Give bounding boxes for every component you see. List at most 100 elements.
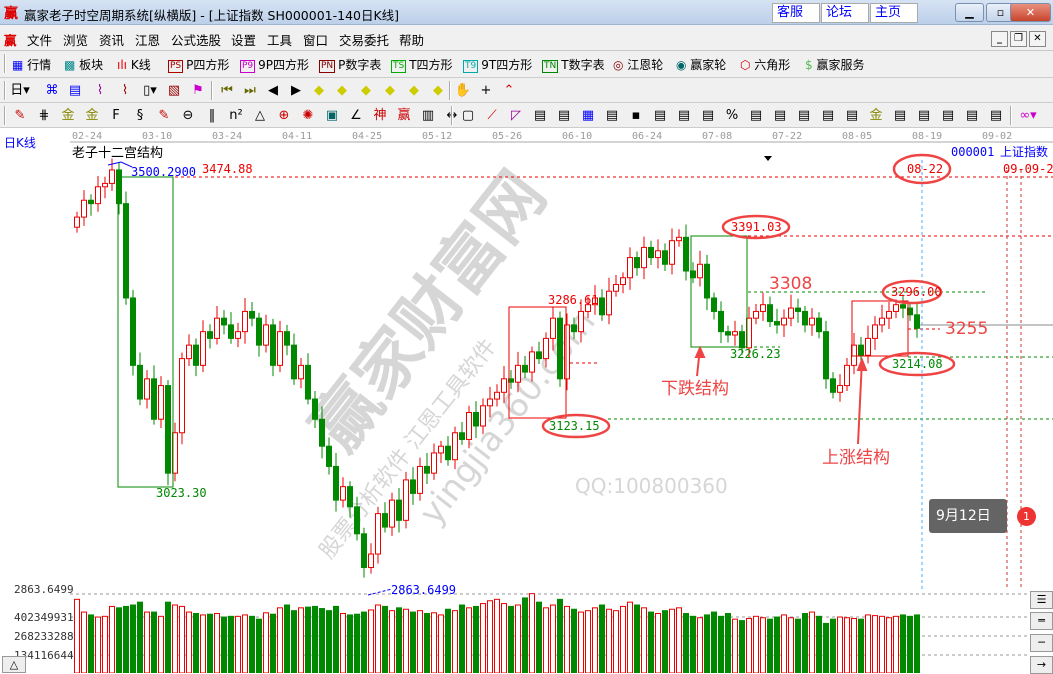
gann-wheel-button[interactable]: ◎ 江恩轮: [613, 58, 664, 72]
zoom-h-icon[interactable]: ◆: [361, 83, 371, 98]
menu-news[interactable]: 资讯: [99, 33, 125, 48]
candle-type-icon[interactable]: ▯▾: [143, 83, 157, 98]
period-dropdown-icon[interactable]: 日▾: [10, 83, 30, 98]
mdi-restore-button[interactable]: ❐: [1010, 31, 1027, 47]
expand-triangle-button[interactable]: △: [2, 656, 26, 673]
tool-icon[interactable]: ▤: [773, 108, 787, 123]
menu-file[interactable]: 文件: [27, 33, 53, 48]
web-icon[interactable]: ✺: [302, 108, 314, 123]
shen-icon[interactable]: 神: [373, 108, 387, 123]
tool-icon[interactable]: ▤: [845, 108, 859, 123]
p-square-button[interactable]: PS P四方形: [168, 58, 230, 73]
t-square-button[interactable]: TS T四方形: [391, 58, 453, 73]
golden2-icon[interactable]: 金: [85, 108, 99, 123]
9t-square-button[interactable]: T9 9T四方形: [463, 58, 533, 73]
infinity-icon[interactable]: ∞▾: [1019, 108, 1037, 123]
quotes-button[interactable]: ▦ 行情: [12, 58, 52, 72]
zoom-all-icon[interactable]: ◆: [409, 83, 419, 98]
forum-link[interactable]: 论坛: [821, 3, 869, 23]
mdi-close-button[interactable]: ✕: [1029, 31, 1046, 47]
tool-icon[interactable]: ▤: [533, 108, 547, 123]
lines4-icon[interactable]: ‖: [208, 108, 216, 123]
close-button[interactable]: ✕: [1010, 3, 1051, 22]
layout-3-button[interactable]: ☰: [1030, 591, 1053, 609]
last-icon[interactable]: ⏭: [244, 83, 256, 98]
prev-icon[interactable]: ◀: [268, 83, 278, 98]
sectors-button[interactable]: ▩ 板块: [64, 58, 104, 72]
tool-icon[interactable]: ▤: [797, 108, 811, 123]
spiral-icon[interactable]: §: [136, 108, 144, 123]
zoom-v-icon[interactable]: ◆: [433, 83, 443, 98]
target-icon[interactable]: ⊕: [278, 108, 290, 123]
percent-icon[interactable]: %: [725, 108, 739, 123]
tool-icon[interactable]: ▤: [677, 108, 691, 123]
move-left-icon[interactable]: ◆: [314, 83, 324, 98]
menu-window[interactable]: 窗口: [303, 33, 329, 48]
save-icon[interactable]: ▪: [631, 108, 641, 123]
menu-tools[interactable]: 工具: [267, 33, 293, 48]
map-icon[interactable]: ▧: [167, 83, 181, 98]
parallel-lines-icon[interactable]: ⋕: [38, 108, 50, 123]
gann-fan-icon[interactable]: ◸: [511, 108, 521, 123]
first-icon[interactable]: ⏮: [221, 83, 233, 98]
line-tool-icon[interactable]: ⌃: [503, 83, 515, 98]
menu-trade[interactable]: 交易委托: [339, 33, 390, 48]
menu-gann[interactable]: 江恩: [135, 33, 161, 48]
tool-icon[interactable]: ▤: [605, 108, 619, 123]
big-wheel-button[interactable]: ◉ 赢家轮: [676, 58, 727, 72]
move-right-icon[interactable]: ◆: [337, 83, 347, 98]
wave9-icon[interactable]: ⌇: [121, 83, 129, 98]
tool-icon[interactable]: ▤: [701, 108, 715, 123]
tool-icon[interactable]: ▤: [893, 108, 907, 123]
tool-icon[interactable]: ▤: [749, 108, 763, 123]
box-icon[interactable]: ▢: [461, 108, 475, 123]
ying-icon[interactable]: 赢: [397, 108, 411, 123]
menu-help[interactable]: 帮助: [399, 33, 425, 48]
layout-1-button[interactable]: ─: [1030, 634, 1053, 652]
next-icon[interactable]: ▶: [291, 83, 301, 98]
arrow-right-button[interactable]: →: [1030, 656, 1053, 674]
triangle-icon[interactable]: △: [255, 108, 265, 123]
square-target-icon[interactable]: ▣: [325, 108, 339, 123]
kline-chart[interactable]: 赢家财富网 股票分析软件 江恩工具软件 yingjia360.com QQ:10…: [0, 128, 1053, 673]
9p-square-button[interactable]: P9 9P四方形: [240, 58, 310, 73]
overlay-icon[interactable]: ⌘: [45, 83, 59, 98]
angle-icon[interactable]: ∠: [350, 108, 362, 123]
tool-icon[interactable]: ▤: [821, 108, 835, 123]
tool-icon[interactable]: ▤: [965, 108, 979, 123]
hand-icon[interactable]: ✋: [454, 83, 472, 98]
hexagon-button[interactable]: ⬡ 六角形: [740, 58, 791, 72]
tool-icon[interactable]: ▤: [917, 108, 931, 123]
gold-icon[interactable]: 金: [869, 108, 883, 123]
notes-icon[interactable]: ▤: [68, 83, 82, 98]
scale-icon[interactable]: ▥: [421, 108, 435, 123]
notification-badge[interactable]: 1: [1017, 507, 1036, 526]
kline-button[interactable]: ılı K线: [117, 58, 151, 72]
flag-icon[interactable]: ⚑: [192, 83, 204, 98]
crosshair-icon[interactable]: +: [480, 83, 492, 98]
wave3-icon[interactable]: ⌇: [96, 83, 104, 98]
menu-settings[interactable]: 设置: [231, 33, 257, 48]
ruler-pen-icon[interactable]: ✎: [158, 108, 170, 123]
pen-icon[interactable]: ✎: [14, 108, 26, 123]
minimize-button[interactable]: ▁: [955, 3, 984, 22]
menu-browse[interactable]: 浏览: [63, 33, 89, 48]
service-button[interactable]: $ 赢家服务: [805, 58, 865, 72]
dropdown-marker-icon[interactable]: [764, 156, 772, 161]
p-number-table-button[interactable]: PN P数字表: [319, 58, 382, 73]
n2-icon[interactable]: n²: [229, 108, 243, 123]
tool-icon[interactable]: ▤: [941, 108, 955, 123]
mdi-minimize-button[interactable]: _: [991, 31, 1008, 47]
shrink-h-icon[interactable]: ◆: [385, 83, 395, 98]
layout-2-button[interactable]: ═: [1030, 612, 1053, 630]
tool-icon[interactable]: ▤: [557, 108, 571, 123]
tool-icon[interactable]: ▤: [989, 108, 1003, 123]
t-number-table-button[interactable]: TN T数字表: [542, 58, 605, 73]
calendar-icon[interactable]: ▦: [581, 108, 595, 123]
fan-icon[interactable]: ⟋: [487, 108, 497, 123]
customer-service-link[interactable]: 客服: [772, 3, 820, 23]
menu-formula[interactable]: 公式选股: [171, 33, 222, 48]
tool-icon[interactable]: ▤: [653, 108, 667, 123]
fibonacci-icon[interactable]: F: [112, 108, 120, 123]
homepage-link[interactable]: 主页: [870, 3, 918, 23]
